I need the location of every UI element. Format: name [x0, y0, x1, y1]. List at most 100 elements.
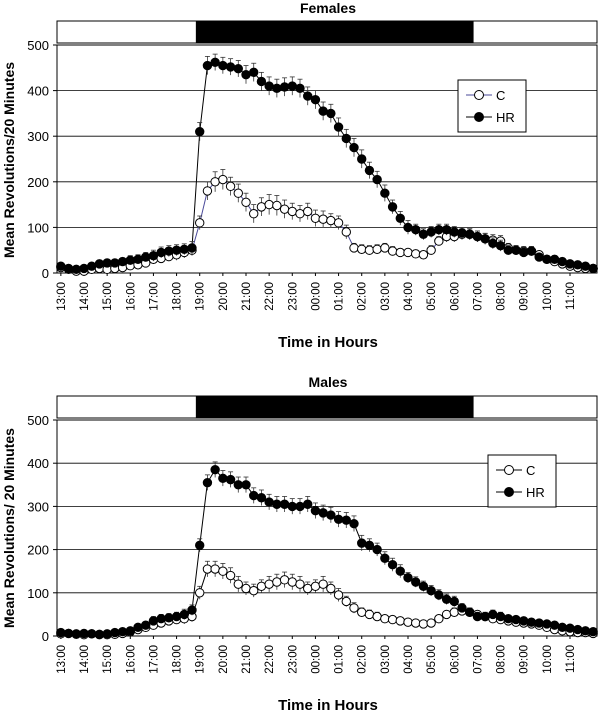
data-point: [141, 620, 151, 630]
x-tick-label: 15:00: [102, 645, 114, 674]
light-dark-bar: [56, 395, 598, 419]
x-tick-label: 23:00: [287, 282, 299, 311]
data-point: [387, 202, 398, 212]
data-point: [303, 206, 313, 217]
x-tick-label: 23:00: [287, 645, 299, 674]
y-tick-label: 0: [42, 266, 49, 281]
data-point: [357, 607, 367, 617]
x-tick-label: 06:00: [449, 282, 461, 311]
data-point: [195, 218, 205, 228]
legend-hr-marker: [504, 487, 514, 497]
data-point: [480, 611, 490, 622]
data-point: [287, 206, 297, 217]
data-point: [272, 83, 282, 94]
data-point: [310, 95, 321, 105]
data-point: [179, 244, 189, 254]
data-point: [187, 605, 197, 615]
data-point: [295, 209, 305, 219]
data-point: [303, 583, 313, 594]
males-panel: Males 0 100 200 300 400 500 13:00 14:00 15:00 16…: [1, 374, 598, 713]
x-tick-label: 16:00: [125, 282, 137, 311]
x-tick-label: 11:00: [565, 645, 577, 673]
data-point: [488, 238, 498, 249]
data-point: [279, 204, 290, 214]
series-hr: [56, 53, 598, 275]
data-point: [272, 499, 282, 509]
data-point: [465, 607, 475, 617]
data-point: [326, 510, 336, 520]
light-dark-bar: [56, 20, 598, 44]
data-point: [580, 261, 591, 271]
legend: C HR: [487, 454, 557, 508]
data-point: [333, 514, 344, 525]
legend-hr-label: HR: [526, 485, 545, 500]
data-point: [102, 629, 112, 639]
y-tick-label: 200: [27, 175, 49, 190]
x-tick-label: 07:00: [472, 645, 484, 674]
data-point: [426, 245, 436, 255]
data-point: [526, 617, 537, 627]
data-point: [364, 540, 375, 550]
x-tick-label: 16:00: [125, 645, 137, 674]
x-tick-label: 13:00: [56, 645, 68, 674]
legend-hr-label: HR: [496, 110, 515, 125]
y-tick-label: 100: [27, 220, 49, 235]
data-point: [256, 581, 267, 592]
data-point: [148, 616, 159, 626]
data-point: [341, 227, 351, 237]
data-point: [63, 263, 74, 274]
data-point: [357, 244, 367, 254]
data-point: [495, 240, 506, 251]
data-point: [303, 91, 313, 101]
y-axis-ticks: 0 100 200 300 400 500: [27, 413, 57, 644]
legend-box: [487, 454, 557, 508]
x-tick-label: 07:00: [472, 282, 484, 311]
data-point: [71, 629, 81, 639]
data-point: [349, 142, 359, 153]
x-axis-label: Time in Hours: [278, 697, 378, 713]
y-tick-label: 400: [27, 84, 49, 99]
data-point: [380, 188, 390, 198]
data-point: [171, 245, 182, 255]
data-point: [418, 229, 429, 239]
data-point: [156, 614, 166, 624]
x-axis-ticks: 13:00 14:00 15:00 16:00 17:00 18:00 19:00 20:00…: [56, 273, 577, 311]
data-point: [218, 473, 228, 484]
data-point: [295, 579, 305, 589]
data-point: [225, 474, 236, 485]
data-point: [225, 181, 236, 192]
data-point: [411, 577, 421, 587]
data-point: [387, 246, 398, 256]
x-tick-label: 03:00: [380, 645, 392, 674]
gridlines: [57, 90, 597, 228]
data-point: [279, 575, 290, 585]
data-point: [87, 629, 97, 639]
data-point: [557, 256, 567, 267]
data-point: [225, 62, 236, 72]
data-point: [426, 585, 436, 596]
data-point: [395, 247, 405, 258]
data-point: [573, 624, 583, 635]
data-point: [372, 611, 382, 622]
data-point: [310, 506, 321, 516]
data-point: [241, 583, 251, 594]
x-tick-label: 05:00: [426, 645, 438, 674]
data-point: [164, 613, 174, 623]
data-point: [287, 577, 297, 587]
x-axis-ticks: 13:00 14:00 15:00 16:00 17:00 18:00 19:00 20:00…: [56, 636, 577, 674]
data-point: [542, 619, 552, 629]
x-tick-label: 02:00: [357, 645, 369, 674]
data-point: [434, 224, 444, 235]
data-point: [256, 493, 267, 503]
data-point: [441, 609, 452, 620]
dark-phase-bar: [195, 21, 474, 43]
data-point: [333, 590, 344, 600]
data-point: [411, 224, 421, 235]
data-point: [495, 611, 506, 622]
x-tick-label: 04:00: [403, 282, 415, 311]
data-point: [503, 245, 513, 255]
data-point: [372, 544, 382, 555]
data-point: [79, 628, 89, 639]
x-axis-label: Time in Hours: [278, 334, 378, 351]
data-point: [133, 622, 143, 633]
